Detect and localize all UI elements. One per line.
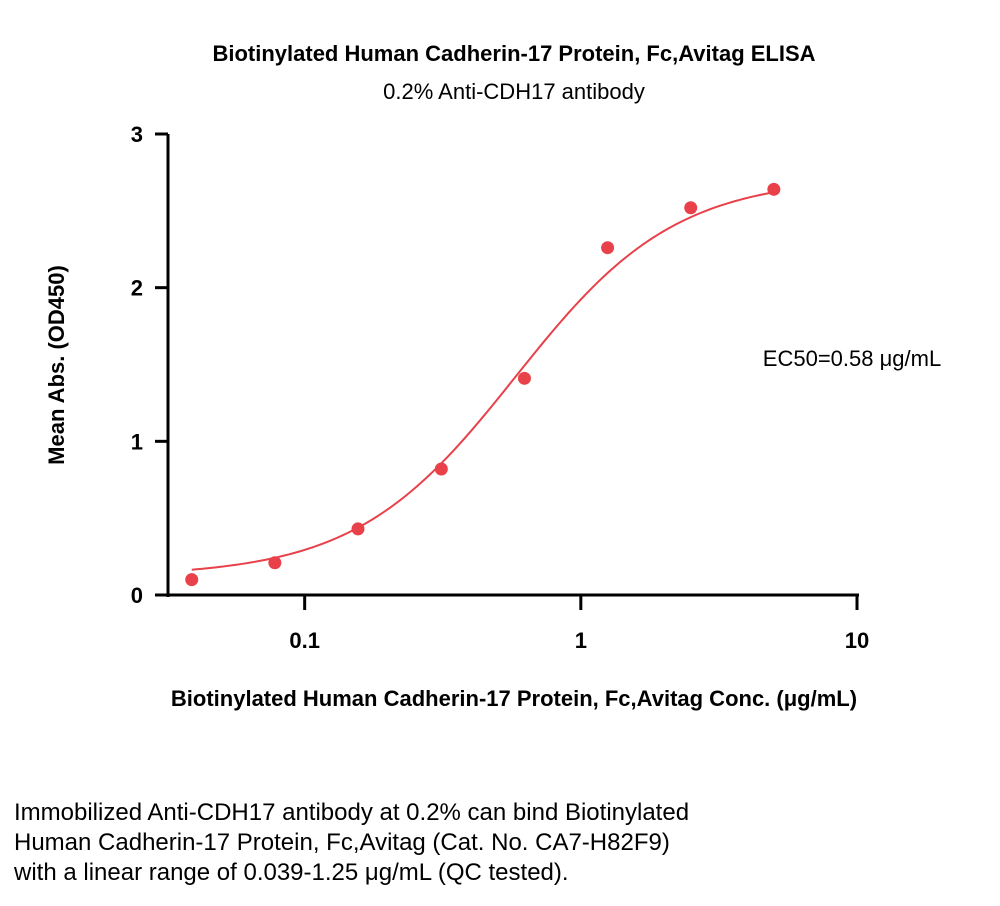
x-tick-label: 1 <box>575 628 587 653</box>
data-point <box>351 522 365 536</box>
x-axis: 0.1 1 10 <box>166 593 869 653</box>
y-tick-label: 2 <box>131 276 143 301</box>
caption-line: Immobilized Anti-CDH17 antibody at 0.2% … <box>14 799 690 826</box>
data-point <box>767 182 781 196</box>
caption-line: Human Cadherin-17 Protein, Fc,Avitag (Ca… <box>14 829 670 856</box>
y-axis-label: Mean Abs. (OD450) <box>44 265 69 465</box>
data-point <box>268 556 282 570</box>
x-tick-label: 10 <box>845 628 869 653</box>
data-point <box>684 201 698 215</box>
figure-caption: Immobilized Anti-CDH17 antibody at 0.2% … <box>14 798 974 888</box>
data-point <box>601 241 615 255</box>
x-axis-label: Biotinylated Human Cadherin-17 Protein, … <box>171 686 857 711</box>
ec50-annotation: EC50=0.58 μg/mL <box>763 346 941 371</box>
data-point <box>517 371 531 385</box>
y-tick-label: 3 <box>131 122 143 147</box>
data-point <box>434 462 448 476</box>
y-tick-label: 0 <box>131 583 143 608</box>
chart-title: Biotinylated Human Cadherin-17 Protein, … <box>212 41 815 66</box>
x-ticks: 0.1 1 10 <box>289 595 869 653</box>
y-axis: 0 1 2 3 <box>131 122 170 608</box>
caption-line: with a linear range of 0.039-1.25 μg/mL … <box>14 859 569 886</box>
y-tick-label: 1 <box>131 429 143 454</box>
data-points <box>185 182 781 587</box>
x-tick-label: 0.1 <box>289 628 320 653</box>
fit-curve <box>191 191 775 571</box>
chart-subtitle: 0.2% Anti-CDH17 antibody <box>383 79 645 104</box>
data-point <box>185 573 199 587</box>
elisa-chart: Biotinylated Human Cadherin-17 Protein, … <box>44 41 941 711</box>
y-ticks: 0 1 2 3 <box>131 122 168 608</box>
